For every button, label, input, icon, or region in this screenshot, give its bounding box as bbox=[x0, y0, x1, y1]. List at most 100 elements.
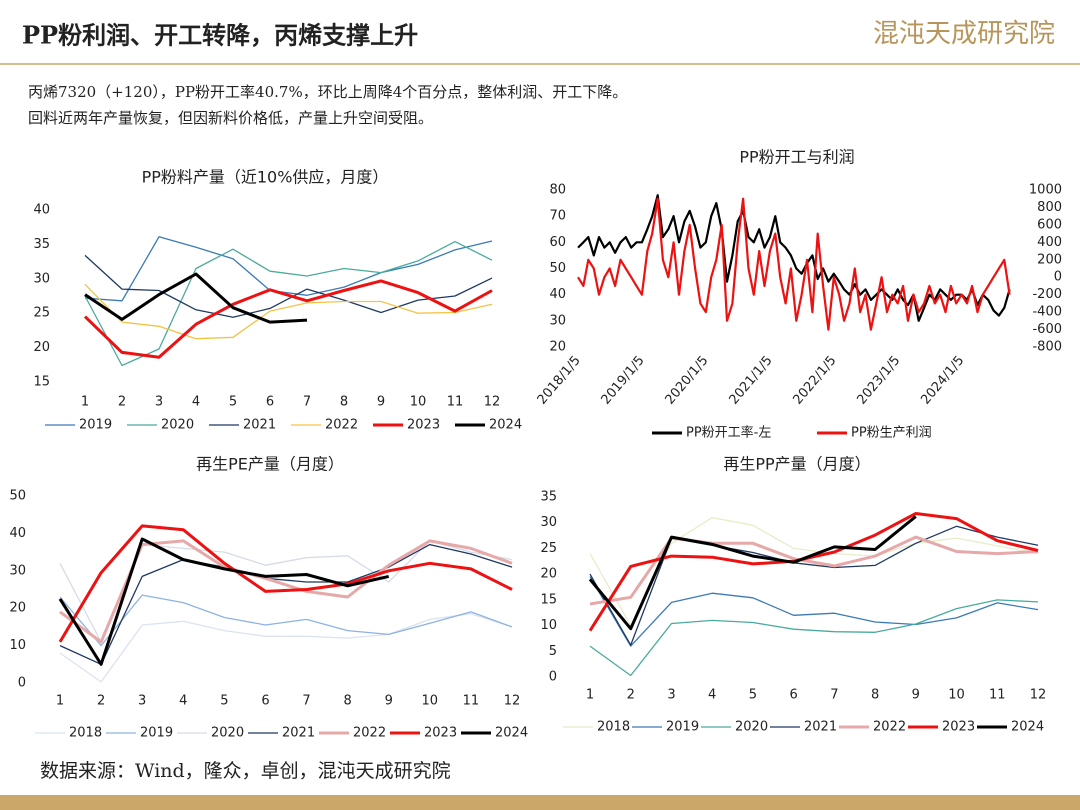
note: 丙烯7320（+120），PP粉开工率40.7%，环比上周降4个百分点，整体利润… bbox=[28, 83, 627, 101]
x-tick-label: 12 bbox=[504, 694, 521, 709]
legend-label: PP粉生产利润 bbox=[851, 426, 932, 441]
y-tick-label: 80 bbox=[549, 183, 566, 198]
series-line bbox=[84, 272, 308, 324]
y-tick-label: 40 bbox=[9, 526, 26, 541]
x-tick-label: 4 bbox=[179, 694, 187, 709]
x-tick-label: 3 bbox=[155, 395, 163, 410]
x-tick-label: 3 bbox=[667, 688, 675, 703]
y-tick-label: 70 bbox=[549, 209, 566, 224]
legend-label: 2022 bbox=[353, 726, 386, 741]
source: 数据来源：Wind，隆众，卓创，混沌天成研究院 bbox=[40, 760, 451, 782]
y-tick-label: 25 bbox=[33, 306, 50, 321]
y-tick-label: 0 bbox=[1054, 270, 1062, 285]
x-tick-label: 4 bbox=[192, 395, 200, 410]
x-tick-label: 7 bbox=[302, 694, 310, 709]
y-tick-label: -200 bbox=[1032, 287, 1062, 302]
y-tick-label: 60 bbox=[549, 235, 566, 250]
legend-label: 2022 bbox=[873, 720, 906, 735]
x-tick-label: 7 bbox=[830, 688, 838, 703]
y-tick-label: 0 bbox=[18, 676, 26, 691]
legend-label: 2018 bbox=[69, 726, 102, 741]
legend-label: 2024 bbox=[495, 726, 528, 741]
legend-label: 2022 bbox=[325, 418, 358, 433]
y-tick-label: 1000 bbox=[1029, 183, 1062, 198]
legend-label: 2018 bbox=[597, 720, 630, 735]
x-tick-label: 4 bbox=[708, 688, 716, 703]
x-tick-label: 7 bbox=[303, 395, 311, 410]
x-tick-label: 2021/1/5 bbox=[727, 353, 776, 407]
y-tick-label: 15 bbox=[33, 375, 50, 390]
x-tick-label: 8 bbox=[871, 688, 879, 703]
legend-label: 2020 bbox=[211, 726, 244, 741]
series-line bbox=[84, 283, 493, 340]
y-tick-label: 40 bbox=[549, 287, 566, 302]
x-tick-label: 11 bbox=[989, 688, 1006, 703]
y-tick-label: 20 bbox=[540, 567, 557, 582]
x-tick-label: 2019/1/5 bbox=[599, 353, 648, 407]
y-tick-label: 20 bbox=[9, 601, 26, 616]
x-tick-label: 12 bbox=[1030, 688, 1047, 703]
series-line bbox=[589, 576, 1039, 647]
series-line bbox=[577, 197, 1011, 331]
x-tick-label: 3 bbox=[138, 694, 146, 709]
y-tick-label: 35 bbox=[33, 237, 50, 252]
note: 回料近两年产量恢复，但因新料价格低，产量上升空间受阻。 bbox=[28, 109, 433, 127]
x-tick-label: 5 bbox=[220, 694, 228, 709]
series-line bbox=[84, 254, 493, 318]
y-tick-label: -600 bbox=[1032, 322, 1062, 337]
series-line bbox=[84, 240, 493, 367]
series-line bbox=[59, 543, 513, 665]
series-line bbox=[58, 537, 390, 666]
y-tick-label: 15 bbox=[540, 592, 557, 607]
y-tick-label: 200 bbox=[1037, 252, 1062, 267]
legend-label: 2021 bbox=[243, 418, 276, 433]
chart-title: 再生PE产量（月度） bbox=[196, 455, 344, 474]
y-tick-label: 30 bbox=[549, 313, 566, 328]
series-line bbox=[588, 512, 1039, 632]
y-tick-label: 10 bbox=[9, 638, 26, 653]
legend-label: 2019 bbox=[666, 720, 699, 735]
legend-label: 2024 bbox=[1011, 720, 1044, 735]
x-tick-label: 2 bbox=[118, 395, 126, 410]
y-tick-label: 50 bbox=[549, 261, 566, 276]
y-tick-label: 400 bbox=[1037, 235, 1062, 250]
x-tick-label: 9 bbox=[385, 694, 393, 709]
y-tick-label: 50 bbox=[9, 489, 26, 504]
y-tick-label: 5 bbox=[549, 644, 557, 659]
x-tick-label: 2018/1/5 bbox=[535, 353, 584, 407]
series-line bbox=[589, 535, 1039, 606]
x-tick-label: 5 bbox=[229, 395, 237, 410]
y-tick-label: 800 bbox=[1037, 200, 1062, 215]
y-tick-label: 30 bbox=[9, 563, 26, 578]
y-tick-label: 20 bbox=[33, 340, 50, 355]
series-line bbox=[577, 194, 1011, 322]
x-tick-label: 12 bbox=[484, 395, 501, 410]
y-tick-label: 30 bbox=[33, 271, 50, 286]
series-line bbox=[59, 594, 513, 647]
x-tick-label: 11 bbox=[463, 694, 480, 709]
legend-label: 2023 bbox=[942, 720, 975, 735]
series-line bbox=[83, 279, 493, 359]
x-tick-label: 2023/1/5 bbox=[854, 353, 903, 407]
y-tick-label: 35 bbox=[540, 490, 557, 505]
legend-label: PP粉开工率-左 bbox=[686, 425, 771, 441]
legend-label: 2023 bbox=[407, 418, 440, 433]
x-tick-label: 1 bbox=[586, 688, 594, 703]
x-tick-label: 8 bbox=[340, 395, 348, 410]
x-tick-label: 6 bbox=[266, 395, 274, 410]
x-tick-label: 5 bbox=[749, 688, 757, 703]
y-tick-label: 20 bbox=[549, 340, 566, 355]
slide-title: PP粉利润、开工转降，丙烯支撑上升 bbox=[22, 21, 418, 50]
legend-label: 2019 bbox=[140, 726, 173, 741]
legend-label: 2020 bbox=[735, 720, 768, 735]
x-tick-label: 1 bbox=[56, 694, 64, 709]
y-tick-label: 30 bbox=[540, 515, 557, 530]
y-tick-label: -400 bbox=[1032, 305, 1062, 320]
legend-label: 2024 bbox=[489, 418, 522, 433]
chart-title: PP粉料产量（近10%供应，月度） bbox=[142, 168, 389, 187]
series-line bbox=[589, 525, 1039, 646]
footer-band bbox=[0, 795, 1080, 810]
series-line bbox=[59, 613, 513, 683]
x-tick-label: 10 bbox=[410, 395, 427, 410]
x-tick-label: 10 bbox=[948, 688, 965, 703]
